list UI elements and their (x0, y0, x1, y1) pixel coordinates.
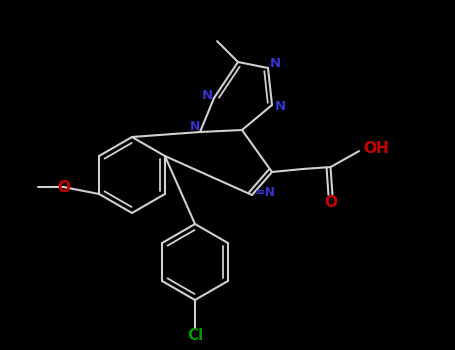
Text: O: O (58, 180, 71, 195)
Text: N: N (269, 56, 281, 70)
Text: O: O (324, 195, 337, 210)
Text: Cl: Cl (187, 328, 203, 343)
Text: =N: =N (254, 186, 275, 198)
Text: N: N (202, 89, 212, 101)
Text: OH: OH (363, 141, 389, 156)
Text: N: N (274, 100, 286, 113)
Text: N: N (190, 120, 200, 133)
